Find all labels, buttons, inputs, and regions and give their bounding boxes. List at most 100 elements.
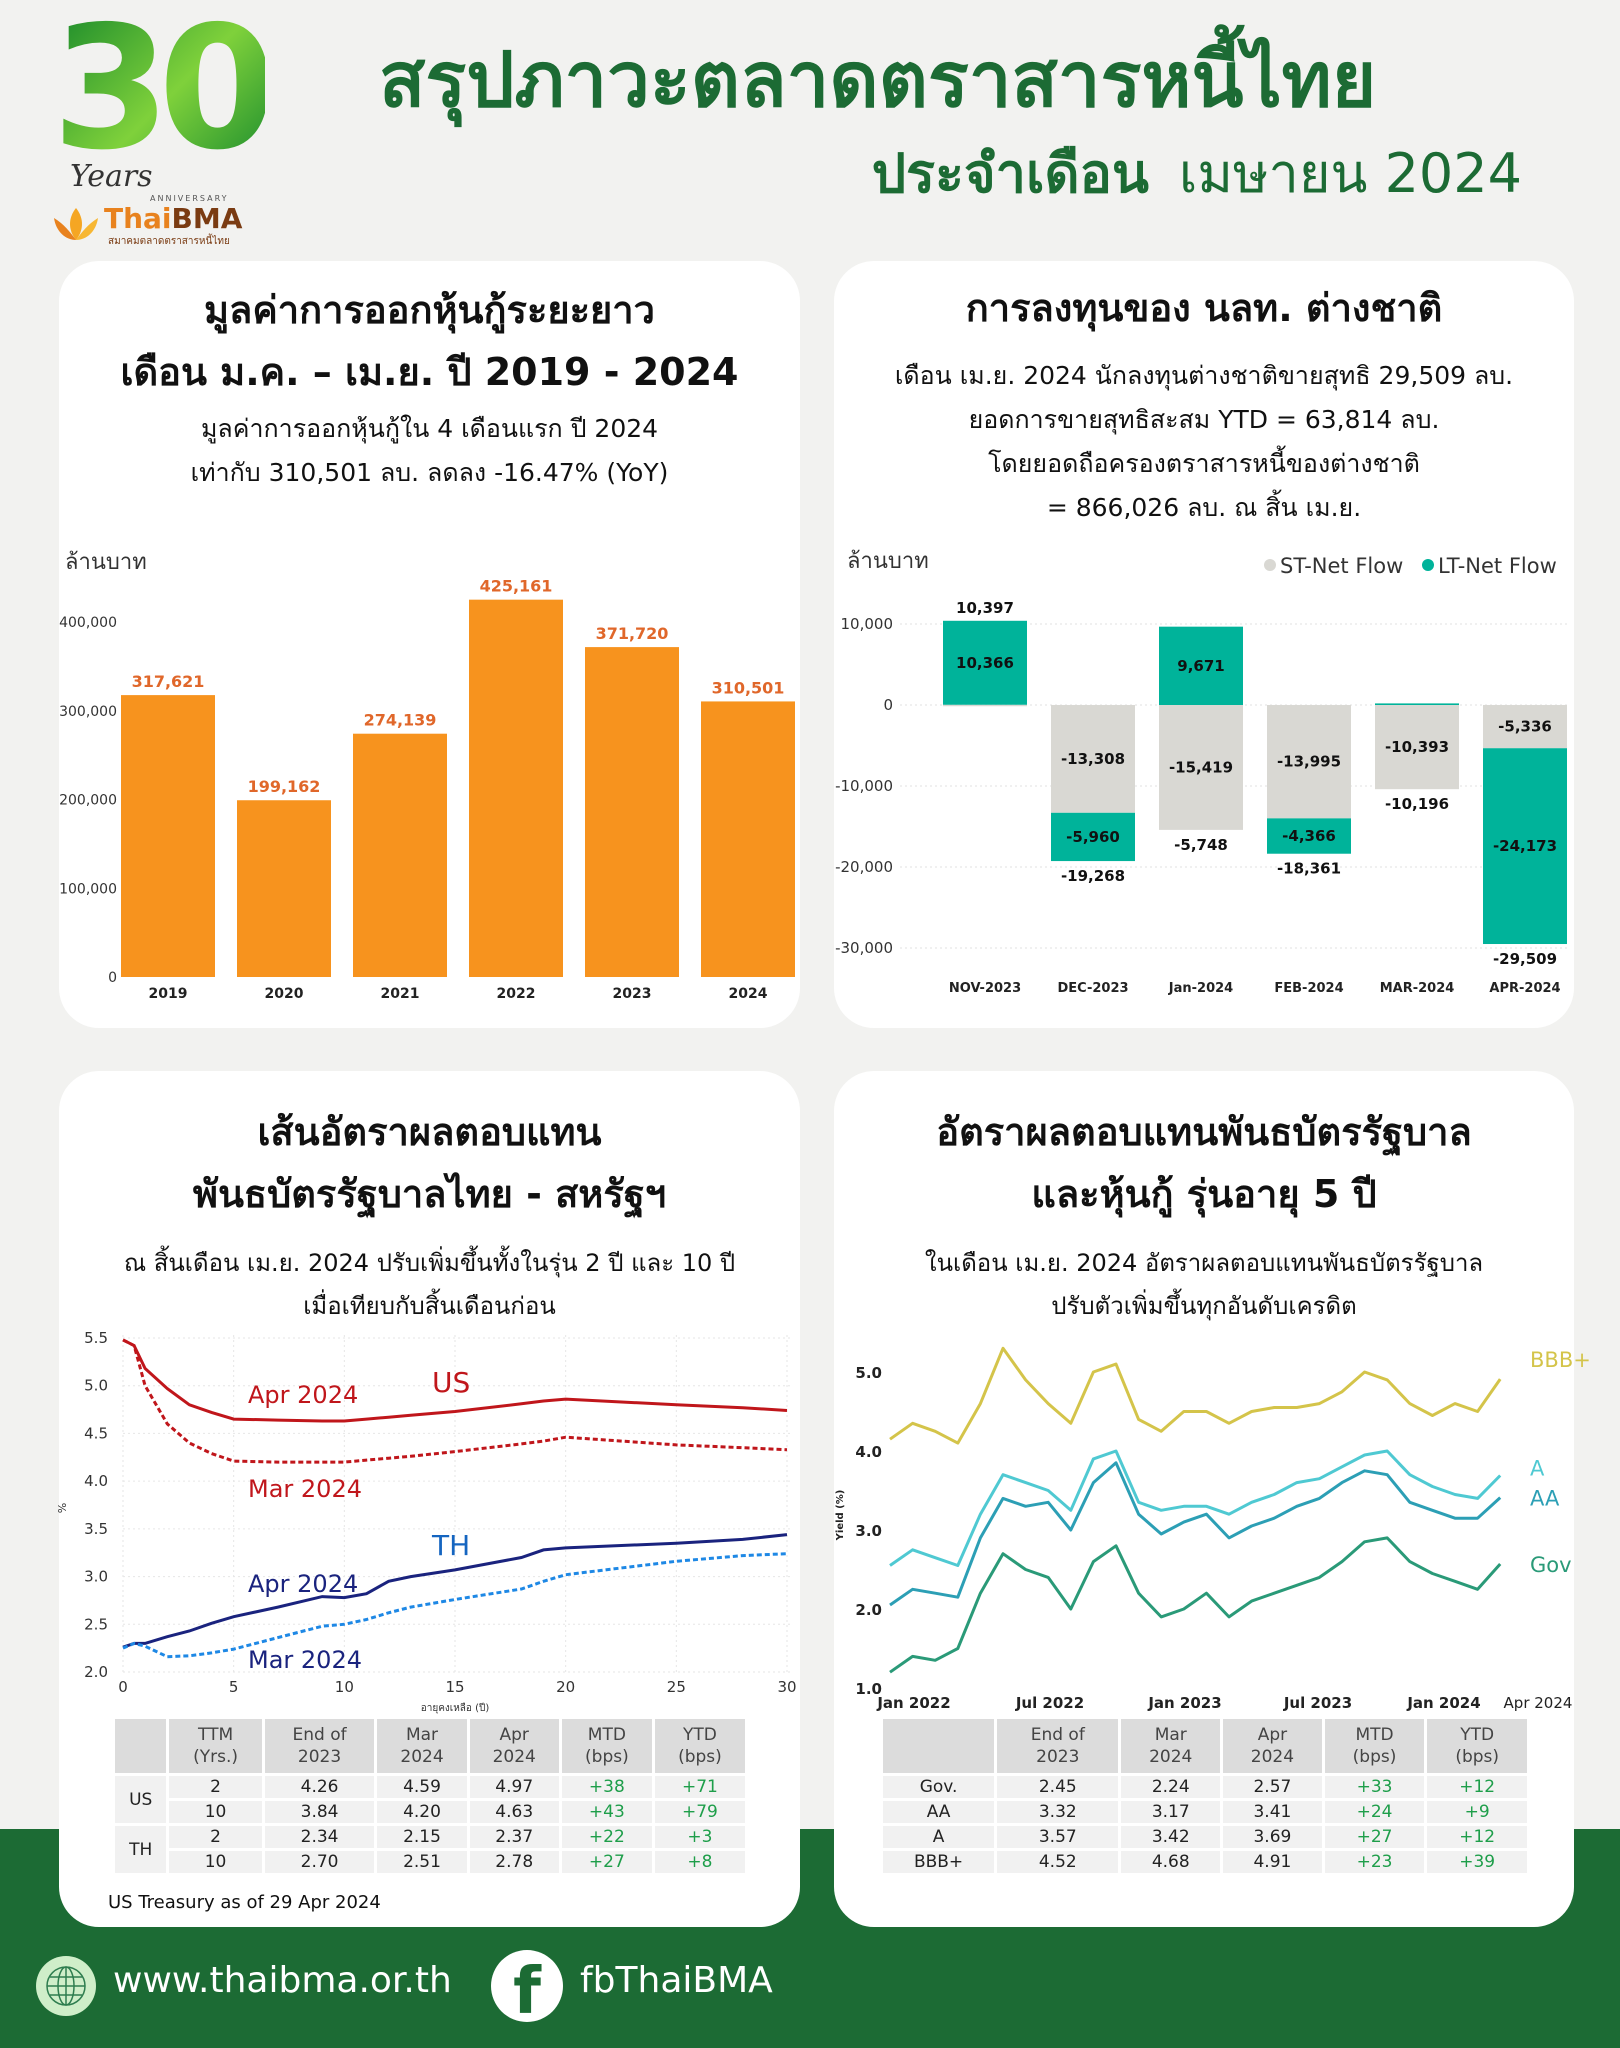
table-cell: 3.41 [1223,1801,1322,1823]
logo-years: Years [70,159,153,194]
table-row: US 2 4.26 4.59 4.97 +38 +71 [115,1776,745,1823]
table-cell: 4.52 [997,1851,1119,1873]
table-cell: BBB+ [883,1851,995,1873]
panel-subtitle: ณ สิ้นเดือน เม.ย. 2024 ปรับเพิ่มขึ้นทั้ง… [123,1249,736,1277]
panel-subtitle: เมื่อเทียบกับสิ้นเดือนก่อน [303,1292,556,1320]
table-cell: 2.45 [997,1776,1119,1798]
table-cell: 10 [169,1851,262,1873]
table-header-row: TTM (Yrs.) End of 2023 Mar 2024 Apr 2024 MTD (bps… [115,1719,745,1773]
table-cell: 2.15 [377,1826,467,1848]
table-cell: 3.84 [264,1801,375,1823]
table-cell: +9 [1427,1801,1527,1823]
column-header: YTD (bps) [654,1719,745,1773]
table-row: AA 3.32 3.17 3.41 +24 +9 [883,1801,1527,1823]
table-cell: +71 [654,1776,745,1798]
panel-title: พันธบัตรรัฐบาลไทย - สหรัฐฯ [192,1172,667,1216]
facebook-link[interactable]: fbThaiBMA [580,1960,773,2001]
panel-bond-issuance: มูลค่าการออกหุ้นกู้ระยะยาว เดือน ม.ค. – … [59,261,800,1028]
panel-title: เส้นอัตราผลตอบแทน [257,1110,602,1154]
panel-title: การลงทุนของ นลท. ต่างชาติ [965,286,1443,330]
table-cell: +8 [654,1851,745,1873]
panel-title: มูลค่าการออกหุ้นกู้ระยะยาว [204,288,655,332]
table-cell: 4.91 [1223,1851,1322,1873]
table-cell: 2.37 [469,1826,559,1848]
website-link[interactable]: www.thaibma.or.th [113,1960,452,2001]
panel-subtitle: ในเดือน เม.ย. 2024 อัตราผลตอบแทนพันธบัตร… [924,1249,1484,1277]
table-cell: +12 [1427,1826,1527,1848]
logo-anniversary: ANNIVERSARY [150,194,229,203]
table-header-row: End of 2023 Mar 2024 Apr 2024 MTD (bps) YTD (bps) [883,1719,1527,1773]
table-cell: 2 [169,1826,262,1848]
column-header: End of 2023 [997,1719,1119,1773]
panel-subtitle: มูลค่าการออกหุ้นกู้ใน 4 เดือนแรก ปี 2024 [200,414,659,443]
column-header: Apr 2024 [469,1719,559,1773]
table-cell: 3.69 [1223,1826,1322,1848]
facebook-icon: f [491,1950,563,2029]
column-header: Mar 2024 [1121,1719,1221,1773]
table-cell: +23 [1324,1851,1425,1873]
table-cell: +22 [561,1826,652,1848]
column-header: Apr 2024 [1223,1719,1322,1773]
table-cell: 2.78 [469,1851,559,1873]
table-cell: +27 [1324,1826,1425,1848]
table-cell: 4.20 [377,1801,467,1823]
table-cell: +3 [654,1826,745,1848]
yield-curve-table: TTM (Yrs.) End of 2023 Mar 2024 Apr 2024 MTD (bps… [112,1716,748,1876]
panel-subtitle: = 866,026 ลบ. ณ สิ้น เม.ย. [1046,493,1362,522]
table-cell: AA [883,1801,995,1823]
column-header [115,1719,167,1773]
table-cell: 2.24 [1121,1776,1221,1798]
table-cell: 4.68 [1121,1851,1221,1873]
table-cell: +39 [1427,1851,1527,1873]
table-cell: +43 [561,1801,652,1823]
column-header: MTD (bps) [1324,1719,1425,1773]
page-period: ประจำเดือน เมษายน 2024 [872,130,1522,216]
table-row: TH 2 2.34 2.15 2.37 +22 +3 [115,1826,745,1873]
logo-brand-bma: BMA [171,202,243,235]
panel-subtitle: เดือน เม.ย. 2024 นักลงทุนต่างชาติขายสุทธ… [894,361,1514,390]
table-cell: +27 [561,1851,652,1873]
table-cell: 4.26 [264,1776,375,1798]
panel-subtitle: เท่ากับ 310,501 ลบ. ลดลง -16.47% (YoY) [190,458,669,487]
lotus-icon [54,208,98,240]
corporate-yield-table: End of 2023 Mar 2024 Apr 2024 MTD (bps) YTD (bps)… [880,1716,1530,1876]
page-title: สรุปภาวะตลาดตราสารหนี้ไทย [379,35,1377,124]
period-value: เมษายน 2024 [1178,142,1522,205]
table-row: 10 3.84 4.20 4.63 +43 +79 [115,1801,745,1823]
table-cell: +24 [1324,1801,1425,1823]
table-cell: 2.34 [264,1826,375,1848]
table-cell: 10 [169,1801,262,1823]
logo-30: 30 [52,0,277,188]
table-cell: +33 [1324,1776,1425,1798]
panel-title: อัตราผลตอบแทนพันธบัตรรัฐบาล [936,1110,1472,1154]
table-cell: TH [115,1826,167,1873]
table-cell: 3.32 [997,1801,1119,1823]
column-header: Mar 2024 [377,1719,467,1773]
globe-icon [36,1956,96,2016]
table-cell: 4.63 [469,1801,559,1823]
column-header: YTD (bps) [1427,1719,1527,1773]
table-cell: 3.42 [1121,1826,1221,1848]
table-row: 10 2.70 2.51 2.78 +27 +8 [115,1851,745,1873]
column-header: MTD (bps) [561,1719,652,1773]
table-cell: +38 [561,1776,652,1798]
logo-brand-sub: สมาคมตลาดตราสารหนี้ไทย [108,236,230,247]
panel-title: และหุ้นกู้ รุ่นอายุ 5 ปี [1031,1172,1377,1216]
panel-foreign-investment: การลงทุนของ นลท. ต่างชาติ เดือน เม.ย. 20… [834,261,1574,1028]
column-header: End of 2023 [264,1719,375,1773]
table-cell: 4.59 [377,1776,467,1798]
table-cell: 2.70 [264,1851,375,1873]
table-row: A 3.57 3.42 3.69 +27 +12 [883,1826,1527,1848]
panel-subtitle: โดยยอดถือครองตราสารหนี้ของต่างชาติ [988,449,1420,478]
period-label: ประจำเดือน [871,142,1149,205]
table-cell: 3.57 [997,1826,1119,1848]
panel-subtitle: ยอดการขายสุทธิสะสม YTD = 63,814 ลบ. [968,405,1440,434]
table-cell: A [883,1826,995,1848]
table-row: BBB+ 4.52 4.68 4.91 +23 +39 [883,1851,1527,1873]
column-header: TTM (Yrs.) [169,1719,262,1773]
table-cell: 4.97 [469,1776,559,1798]
table-cell: 2.57 [1223,1776,1322,1798]
panel-title: เดือน ม.ค. – เม.ย. ปี 2019 - 2024 [120,350,739,394]
logo-brand-thai: Thai [104,202,172,235]
table-cell: Gov. [883,1776,995,1798]
